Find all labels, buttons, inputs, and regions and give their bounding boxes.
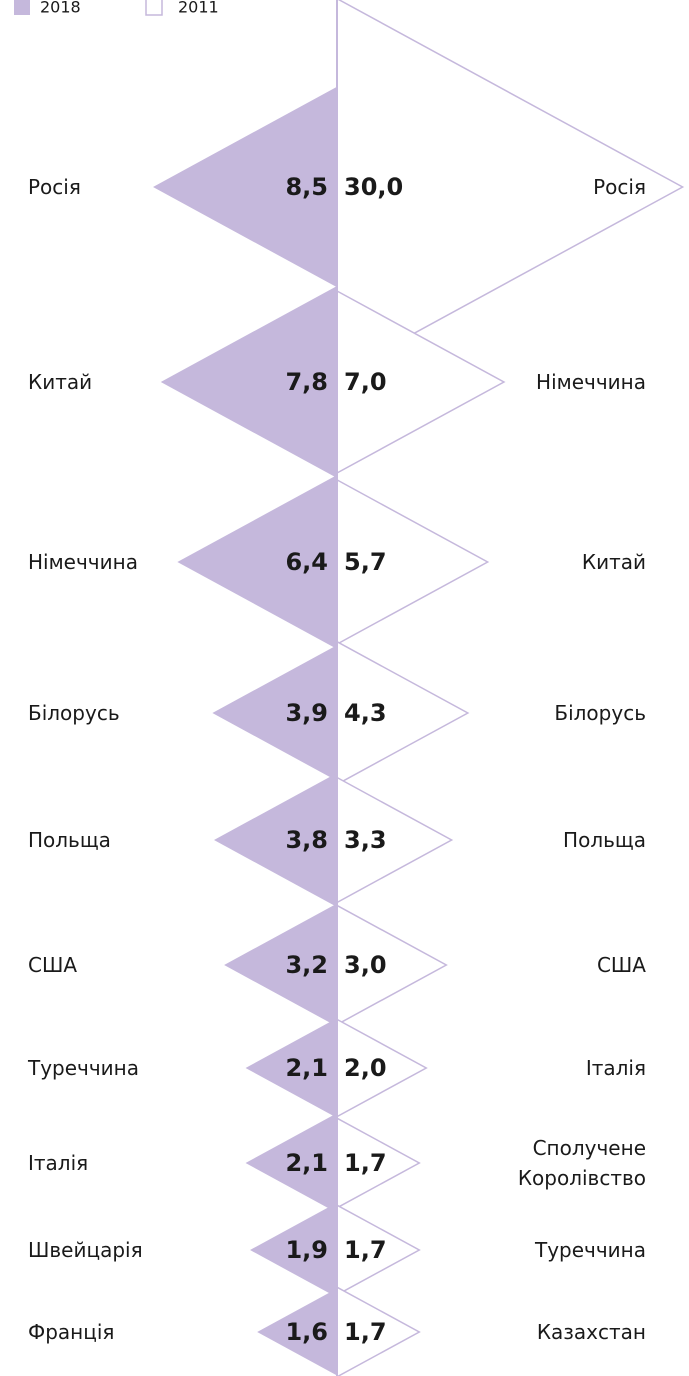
triangle-2018 (177, 475, 337, 649)
category-label: Польща (563, 828, 646, 852)
value-label: 1,7 (344, 1318, 387, 1346)
value-label: 5,7 (344, 548, 387, 576)
value-label: 8,5 (285, 173, 328, 201)
legend-label: 2018 (40, 0, 81, 17)
category-label: США (28, 953, 78, 977)
value-label: 7,0 (344, 368, 387, 396)
category-label: Сполучене Королівство (517, 1136, 646, 1190)
category-label: Швейцарія (28, 1238, 143, 1262)
triangle-2018 (257, 1288, 337, 1376)
category-label: Польща (28, 828, 111, 852)
triangle-2018 (160, 285, 337, 479)
category-label: Італія (585, 1056, 646, 1080)
category-label: Білорусь (28, 701, 120, 725)
legend-swatch (14, 0, 30, 15)
category-label: Туреччина (28, 1056, 140, 1080)
value-label: 4,3 (344, 699, 387, 727)
value-label: 2,1 (285, 1054, 328, 1082)
category-label: Росія (28, 175, 81, 199)
value-label: 6,4 (285, 548, 328, 576)
category-label: Італія (28, 1151, 89, 1175)
value-label: 3,8 (285, 826, 328, 854)
category-label: США (596, 953, 646, 977)
value-label: 1,7 (344, 1236, 387, 1264)
value-label: 3,3 (344, 826, 387, 854)
value-label: 3,9 (285, 699, 328, 727)
category-label: Росія (593, 175, 646, 199)
value-label: 1,7 (344, 1149, 387, 1177)
triangle-2018 (245, 1018, 337, 1118)
category-label: Білорусь (554, 701, 646, 725)
legend-swatch (145, 0, 163, 16)
triangle-2018 (153, 86, 337, 288)
category-label: Німеччина (536, 370, 646, 394)
value-label: 30,0 (344, 173, 403, 201)
value-label: 3,2 (285, 951, 328, 979)
value-label: 3,0 (344, 951, 387, 979)
triangle-2018 (212, 645, 337, 781)
category-label: Казахстан (536, 1320, 646, 1344)
category-label: Туреччина (534, 1238, 646, 1262)
triangle-2018 (213, 772, 337, 908)
triangle-2018 (245, 1113, 337, 1213)
triangle-2018 (224, 903, 337, 1027)
value-label: 7,8 (285, 368, 328, 396)
value-label: 2,1 (285, 1149, 328, 1177)
value-label: 1,6 (285, 1318, 328, 1346)
category-label: Німеччина (28, 550, 138, 574)
triangle-2018 (250, 1202, 337, 1298)
category-label: Китай (581, 550, 646, 574)
category-label: Франція (28, 1320, 115, 1344)
value-label: 2,0 (344, 1054, 387, 1082)
legend-label: 2011 (178, 0, 219, 17)
category-label: Китай (28, 370, 93, 394)
value-label: 1,9 (285, 1236, 328, 1264)
